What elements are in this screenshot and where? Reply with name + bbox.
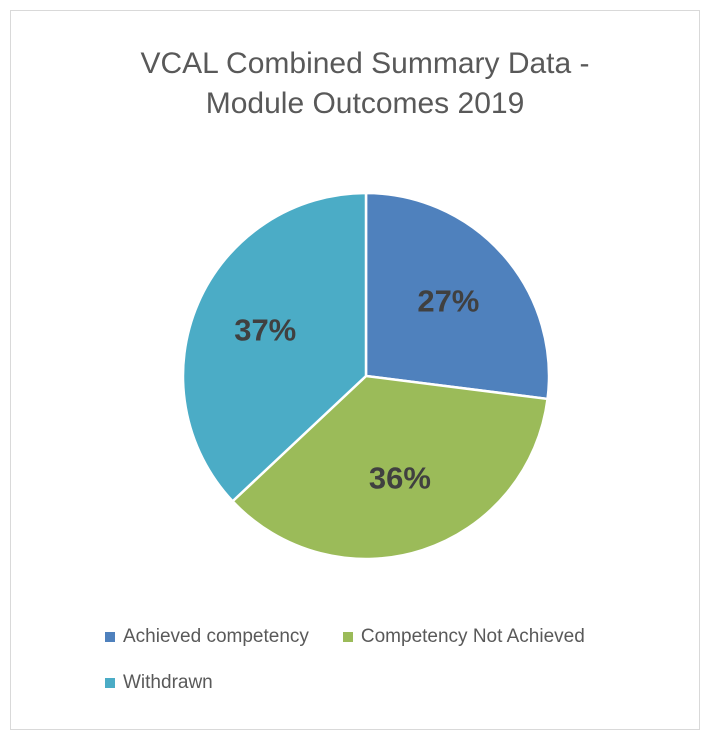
data-label: 36% <box>369 461 431 496</box>
legend-swatch <box>105 632 115 642</box>
legend-item: Competency Not Achieved <box>342 626 585 648</box>
legend-label: Competency Not Achieved <box>360 626 585 647</box>
legend: Achieved competency Competency Not Achiev… <box>105 626 685 694</box>
chart: 27% 36% 37% <box>181 191 551 561</box>
data-label: 27% <box>417 284 479 319</box>
legend-label: Withdrawn <box>123 672 213 693</box>
pie-slice <box>230 374 549 561</box>
page: VCAL Combined Summary Data - Module Outc… <box>10 10 700 730</box>
legend-item: Achieved competency <box>105 626 309 648</box>
pie-slice <box>181 191 368 504</box>
legend-swatch <box>342 632 353 642</box>
pie-slice <box>364 191 551 401</box>
legend-item: Withdrawn <box>105 672 213 694</box>
chart-title: VCAL Combined Summary Data - Module Outc… <box>140 47 590 120</box>
legend-swatch <box>105 678 115 688</box>
legend-label: Achieved competency <box>123 626 309 647</box>
data-label: 37% <box>234 313 296 348</box>
